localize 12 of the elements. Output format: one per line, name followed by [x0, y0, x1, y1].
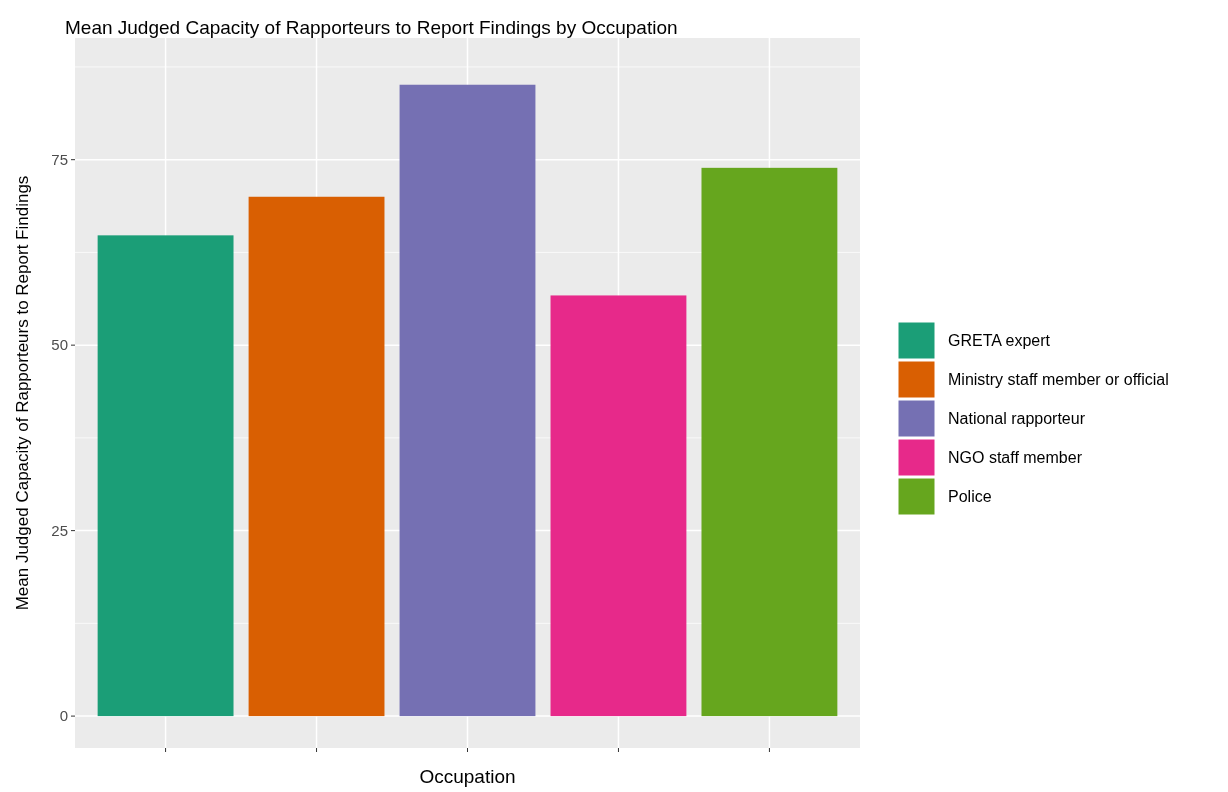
legend-label: Police	[948, 488, 992, 506]
y-tick-label: 0	[59, 707, 68, 725]
y-axis-title: Mean Judged Capacity of Rapporteurs to Report Findings	[13, 175, 32, 611]
legend-label: NGO staff member	[948, 449, 1083, 467]
chart-title: Mean Judged Capacity of Rapporteurs to Report Findings by Occupation	[65, 17, 678, 38]
y-tick-label: 25	[51, 521, 68, 539]
legend-label: Ministry staff member or official	[948, 371, 1169, 389]
x-axis-title: Occupation	[419, 766, 516, 787]
y-tick-label: 75	[51, 150, 68, 168]
y-tick-label: 50	[51, 336, 68, 354]
legend-label: National rapporteur	[948, 410, 1086, 428]
legend-label: GRETA expert	[948, 332, 1051, 350]
